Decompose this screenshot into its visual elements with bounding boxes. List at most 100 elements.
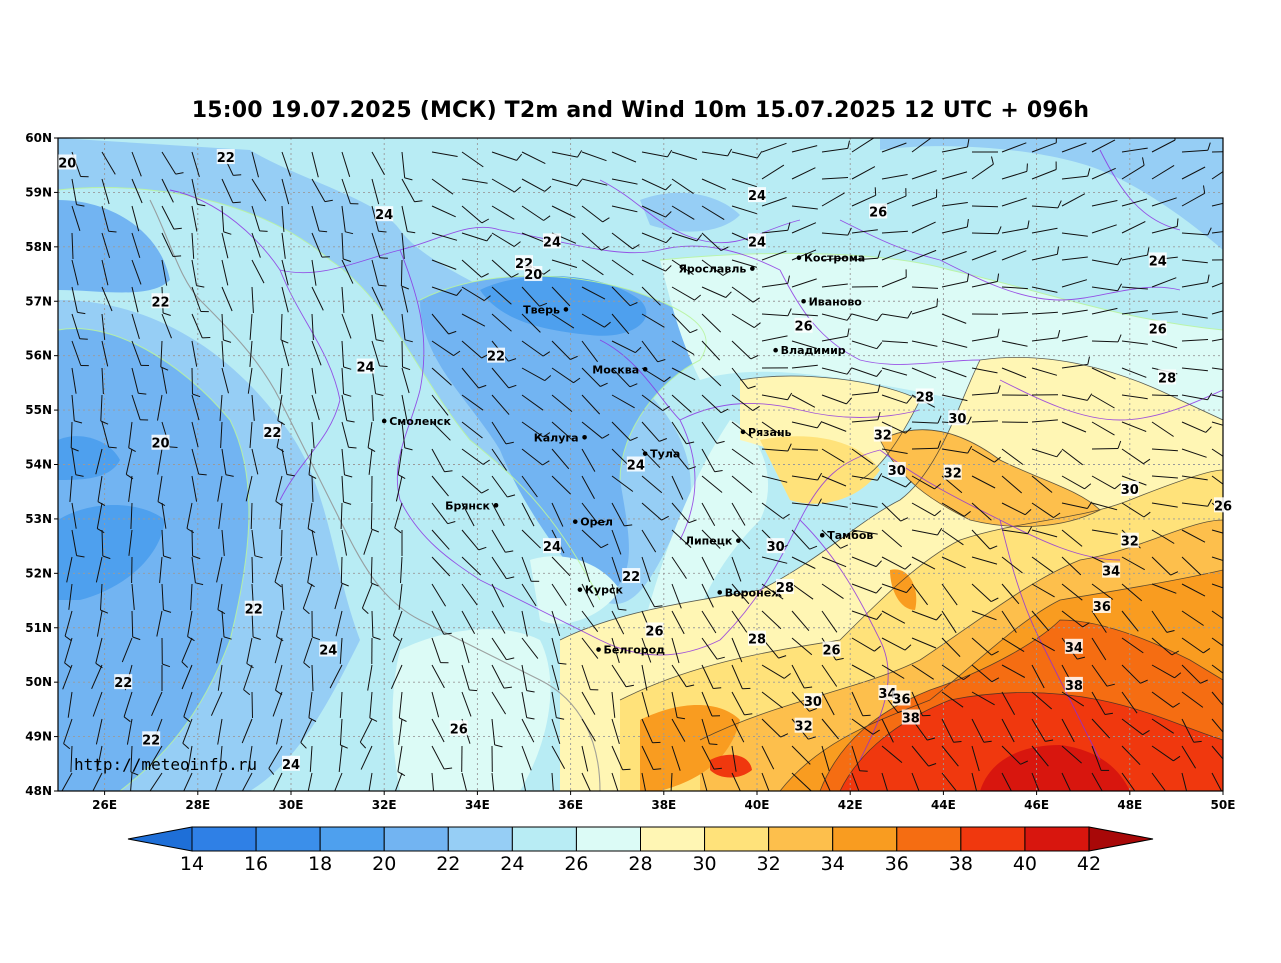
wind-barb [431, 529, 450, 550]
city-label: Владимир [781, 344, 846, 357]
wind-barb-flag [787, 443, 792, 452]
wind-barb-flag [276, 635, 284, 642]
wind-barb [851, 475, 878, 481]
wind-barb-flag [847, 227, 852, 236]
lon-tick-label: 36E [558, 798, 583, 812]
wind-barb [363, 529, 373, 555]
wind-barb [941, 146, 968, 153]
wind-barb [731, 718, 745, 743]
wind-barb [761, 282, 788, 288]
wind-barb [641, 637, 652, 663]
wind-barb-flag [1207, 274, 1210, 283]
wind-barb [941, 556, 966, 569]
wind-barb-flag [604, 321, 611, 328]
wind-barb [1181, 259, 1208, 264]
wind-barb-flag [506, 657, 515, 661]
wind-barb-flag [877, 250, 881, 259]
isotherm-label: 22 [114, 674, 132, 691]
wind-barb-flag [319, 230, 328, 233]
city-marker: Рязань [740, 426, 792, 439]
wind-barb-flag [816, 421, 823, 429]
wind-barb [701, 475, 723, 493]
wind-barb [551, 502, 564, 527]
lat-tick-label: 57N [25, 294, 52, 308]
wind-barb-flag [997, 328, 1000, 337]
wind-barb [791, 502, 818, 507]
wind-barb [367, 664, 373, 691]
wind-barb [1001, 227, 1028, 234]
wind-barb [971, 745, 980, 772]
wind-barb [911, 772, 920, 791]
wind-barb [641, 718, 653, 744]
wind-barb [821, 529, 841, 549]
wind-barb [1121, 718, 1144, 736]
wind-barb [551, 475, 571, 495]
wind-barb [461, 259, 482, 278]
wind-barb-flag [1207, 499, 1213, 507]
wind-barb-flag [720, 246, 729, 252]
wind-barb [71, 340, 82, 366]
wind-barb [731, 637, 743, 663]
wind-barb-flag [75, 474, 84, 477]
wind-barb-flag [375, 393, 384, 396]
wind-barb-flag [937, 415, 942, 424]
wind-barb [881, 610, 906, 624]
wind-barb-flag [378, 230, 387, 233]
wind-barb [851, 745, 861, 771]
map-title: 15:00 19.07.2025 (МСК) T2m and Wind 10m … [191, 98, 1090, 123]
wind-barb [401, 340, 403, 368]
wind-barb [221, 259, 229, 286]
wind-barb-flag [175, 172, 184, 175]
wind-barb-flag [1020, 760, 1029, 765]
wind-barb-flag [1234, 459, 1241, 464]
wind-barb [1121, 664, 1141, 684]
wind-barb [611, 286, 631, 307]
wind-barb [1121, 502, 1145, 518]
wind-barb [461, 232, 487, 242]
wind-barb [1211, 718, 1223, 733]
wind-barb-flag [1027, 220, 1030, 229]
city-marker: Брянск [445, 499, 499, 512]
wind-barb [371, 610, 374, 638]
wind-barb [641, 583, 655, 608]
wind-barb [1211, 202, 1223, 207]
wind-barb [791, 610, 810, 632]
wind-barb-flag [1174, 138, 1176, 141]
wind-barb [371, 232, 381, 258]
wind-barb [245, 475, 253, 502]
wind-barb-flag [1205, 426, 1212, 433]
isotherm-label: 28 [776, 578, 794, 596]
wind-barb [611, 340, 636, 354]
wind-barb [641, 205, 666, 218]
wind-barb [63, 718, 73, 744]
wind-barb [101, 340, 109, 367]
wind-barb-flag [544, 375, 552, 381]
wind-barb-flag [1104, 712, 1113, 715]
wind-barb [100, 583, 103, 611]
wind-barb-flag [597, 520, 606, 524]
wind-barb-flag [667, 149, 673, 158]
wind-barb [1181, 367, 1208, 372]
wind-barb [311, 205, 320, 232]
wind-barb [731, 205, 757, 215]
wind-barb [218, 502, 223, 529]
wind-barb [1031, 253, 1058, 261]
wind-barb [307, 772, 313, 791]
wind-barb [1121, 691, 1138, 714]
wind-barb-flag [268, 768, 275, 775]
wind-barb [761, 556, 788, 564]
wind-barb-flag [1024, 509, 1032, 516]
wind-barb [851, 691, 864, 716]
wind-barb [1001, 448, 1024, 465]
wind-barb [731, 286, 754, 303]
city-label: Смоленск [389, 415, 451, 428]
wind-barb [581, 394, 601, 415]
wind-barb-flag [927, 737, 936, 741]
wind-barb [339, 637, 343, 664]
wind-barb [308, 691, 313, 718]
wind-barb [821, 177, 849, 180]
wind-barb-flag [71, 447, 79, 452]
isotherm-label: 34 [1102, 562, 1120, 580]
wind-barb-flag [478, 384, 487, 389]
